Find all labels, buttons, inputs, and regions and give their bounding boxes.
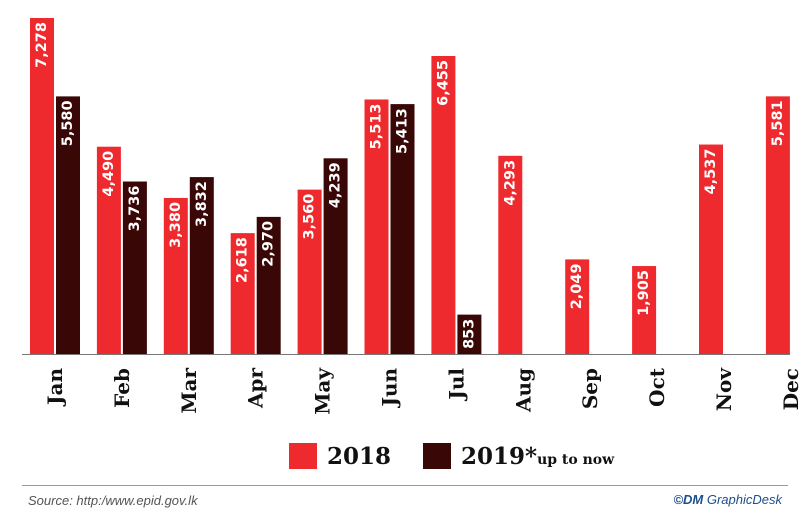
x-tick-label-mar: Mar [177,368,201,414]
data-label-2018-sep: 2,049 [569,263,585,309]
data-label-2018-jun: 5,513 [369,103,385,149]
data-label-2019-jul: 853 [461,319,477,349]
data-label-2018-nov: 4,537 [703,149,719,195]
source-text: Source: http:/www.epid.gov.lk [28,493,198,508]
bar-2018-feb [96,146,121,354]
data-label-2019-feb: 3,736 [127,186,143,232]
legend-label-2019-year: 2019* [461,442,538,470]
x-tick-label-jan: Jan [43,368,67,407]
data-label-2019-jun: 5,413 [395,108,411,154]
bar-2019-jul [457,314,482,354]
legend-swatch-2018 [289,443,317,469]
data-label-2018-aug: 4,293 [502,160,518,206]
x-tick-label-may: May [311,367,335,415]
bar-2019-may [323,158,348,354]
x-tick-label-dec: Dec [779,368,803,410]
bar-2018-sep [565,259,590,354]
data-label-2018-may: 3,560 [302,194,318,240]
bar-2019-jan [56,96,80,354]
legend-label-2019: 2019*up to now [461,443,614,470]
bar-2018-mar [163,197,188,354]
bar-chart: 7,278 5,580 Jan 4,490 3,736 Feb 3,380 3,832 Mar 2… [22,18,803,415]
bar-2018-apr [230,233,255,354]
data-label-2019-apr: 2,970 [261,221,277,267]
x-tick-label-oct: Oct [645,367,669,407]
data-label-2019-jan: 5,580 [60,100,76,146]
x-tick-label-aug: Aug [511,368,535,413]
bar-2018-jan [30,18,54,354]
x-tick-label-nov: Nov [712,367,736,412]
x-tick-label-jun: Jun [378,368,402,409]
x-tick-label-sep: Sep [578,368,602,409]
bar-2019-apr [256,216,281,354]
bar-2018-may [297,189,322,354]
data-label-2019-may: 4,239 [328,162,344,208]
bar-2018-nov [699,144,723,354]
credit-mark: ©DM [673,492,704,507]
bar-2018-oct [632,266,657,354]
legend-note-2019: up to now [537,451,615,468]
bar-2019-feb [122,181,147,354]
data-label-2018-oct: 1,905 [636,270,652,316]
legend-swatch-2019 [423,443,452,469]
bar-2018-jul [431,55,456,354]
footer-divider [22,485,788,486]
x-tick-label-jul: Jul [444,368,468,402]
data-label-2018-dec: 5,581 [770,100,786,146]
data-label-2018-jul: 6,455 [435,60,451,106]
bar-2019-mar [189,177,214,354]
x-tick-label-apr: Apr [244,368,268,410]
data-label-2018-feb: 4,490 [101,151,117,197]
credit-name: GraphicDesk [703,492,782,507]
bar-2018-dec [765,96,790,354]
data-label-2018-apr: 2,618 [235,237,251,283]
legend: 2018 2019*up to now [289,442,614,470]
legend-label-2018: 2018 [327,442,392,470]
data-label-2019-mar: 3,832 [194,181,210,227]
credit-text: ©DM GraphicDesk [673,492,782,507]
bar-2018-aug [498,155,523,354]
bar-2019-jun [390,104,415,354]
data-label-2018-mar: 3,380 [168,202,184,248]
data-label-2018-jan: 7,278 [34,22,50,68]
x-tick-label-feb: Feb [110,368,134,408]
bar-2018-jun [364,99,389,355]
